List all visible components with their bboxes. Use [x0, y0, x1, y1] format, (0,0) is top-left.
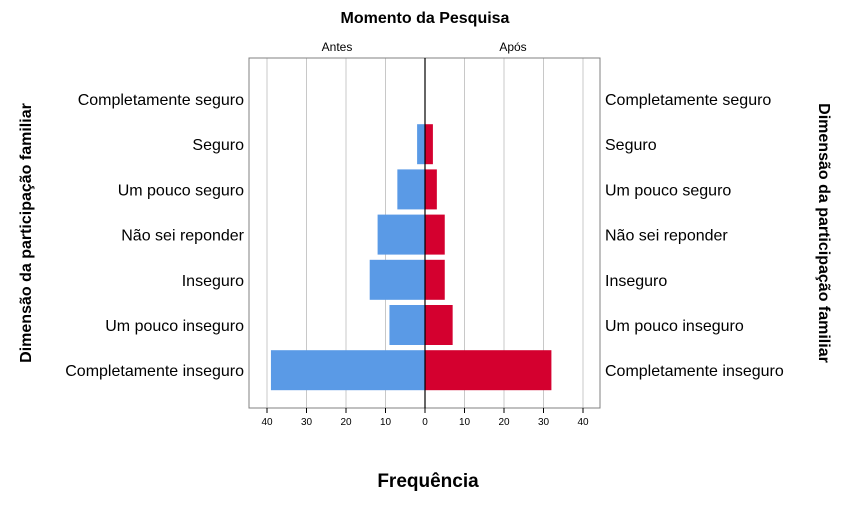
category-label-left: Um pouco inseguro — [105, 318, 244, 335]
category-label-right: Inseguro — [605, 273, 667, 290]
bar-antes — [389, 305, 425, 345]
bar-antes — [417, 124, 425, 165]
category-label-left: Não sei reponder — [121, 228, 244, 245]
x-tick-label: 0 — [422, 417, 428, 428]
x-tick-label: 40 — [577, 417, 589, 428]
category-label-right: Seguro — [605, 137, 657, 154]
bar-apos — [425, 259, 445, 300]
y-axis-title-left: Dimensão da participação familiar — [18, 103, 35, 363]
x-axis-title: Frequência — [377, 471, 479, 492]
bars — [270, 124, 552, 391]
category-label-right: Completamente inseguro — [605, 363, 784, 380]
bar-antes — [369, 259, 425, 300]
bar-apos — [425, 305, 453, 345]
x-tick-label: 20 — [340, 417, 352, 428]
x-tick-label: 10 — [459, 417, 471, 428]
chart-title: Momento da Pesquisa — [341, 10, 510, 27]
panel-label-right: Após — [499, 40, 526, 54]
gridlines — [266, 58, 584, 408]
x-tick-label: 30 — [538, 417, 550, 428]
bar-apos — [425, 350, 552, 391]
category-labels: Completamente seguro Completamente seguro… — [65, 92, 784, 380]
bar-antes — [397, 169, 425, 210]
x-tick-label: 20 — [498, 417, 510, 428]
category-label-right: Não sei reponder — [605, 228, 728, 245]
x-tick-label: 30 — [301, 417, 313, 428]
category-label-right: Completamente seguro — [605, 92, 771, 109]
bar-antes — [377, 214, 425, 255]
category-label-left: Seguro — [192, 137, 244, 154]
bar-apos — [425, 214, 445, 255]
category-label-right: Um pouco inseguro — [605, 318, 744, 335]
panel-label-left: Antes — [322, 40, 353, 54]
x-tick-label: 10 — [380, 417, 392, 428]
bar-antes — [270, 350, 425, 391]
category-label-left: Completamente inseguro — [65, 363, 244, 380]
bar-apos — [425, 169, 437, 210]
x-tick-label: 40 — [261, 417, 273, 428]
category-label-left: Um pouco seguro — [118, 182, 244, 199]
y-axis-title-right: Dimensão da participação familiar — [815, 103, 832, 363]
category-label-left: Completamente seguro — [78, 92, 244, 109]
x-ticks: 40 30 20 10 0 10 20 30 40 — [261, 408, 589, 428]
bar-apos — [425, 124, 433, 165]
category-label-right: Um pouco seguro — [605, 182, 731, 199]
category-label-left: Inseguro — [182, 273, 244, 290]
